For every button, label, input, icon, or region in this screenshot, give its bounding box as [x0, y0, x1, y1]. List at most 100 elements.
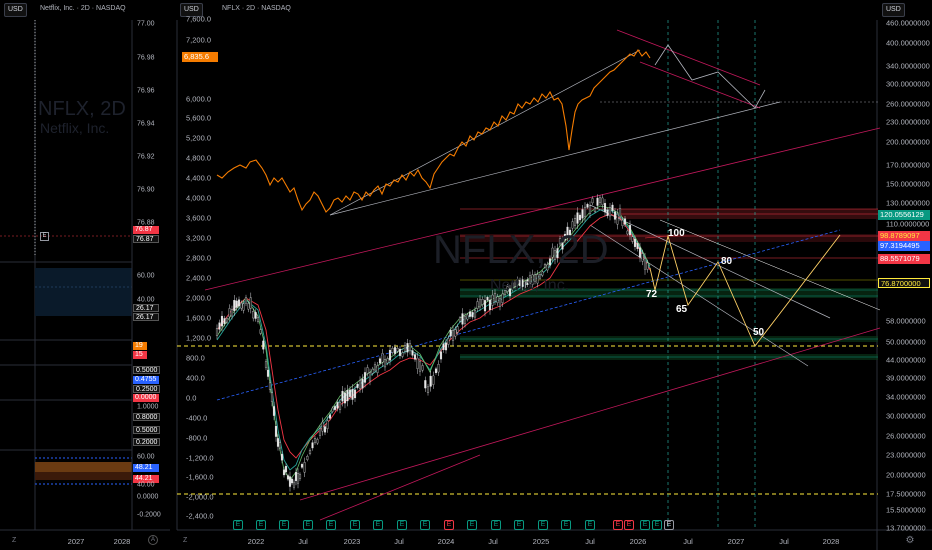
left-panel-canvas [0, 20, 170, 531]
candle-body [403, 345, 407, 352]
candle-body [439, 351, 443, 360]
left-auto-scale-button[interactable]: A [148, 535, 158, 545]
candle-body [401, 352, 404, 357]
earnings-marker[interactable]: E [256, 520, 266, 530]
main-watermark-name: Netflix, Inc. [490, 277, 570, 294]
earnings-marker[interactable]: E [420, 520, 430, 530]
candle-body [633, 239, 637, 247]
candle-body [296, 473, 300, 484]
currency-button-right[interactable]: USD [882, 3, 905, 17]
left-panel-title: Netflix, Inc. · 2D · NASDAQ [40, 5, 126, 12]
osc3-value: 0.2500 [133, 385, 161, 393]
candle-body [432, 375, 435, 385]
candle-body [598, 197, 602, 203]
main-left-axis-tick: 4,000.0 [186, 193, 212, 203]
x-axis-label: Jul [298, 537, 308, 546]
candle-body [316, 439, 319, 444]
candle-body [381, 353, 384, 363]
main-left-axis-tick: 3,600.0 [186, 213, 212, 223]
earnings-marker[interactable]: E [303, 520, 313, 530]
main-left-axis-tick: 7,200.0 [186, 35, 212, 45]
earnings-marker[interactable]: E [561, 520, 571, 530]
earnings-marker[interactable]: E [613, 520, 623, 530]
earnings-marker[interactable]: E [397, 520, 407, 530]
earnings-marker[interactable]: E [467, 520, 477, 530]
candle-body [586, 204, 589, 208]
main-left-axis-tick: 2,800.0 [186, 253, 212, 263]
candle-body [636, 243, 639, 249]
candle-body [516, 279, 519, 286]
main-left-axis-tick: -800.0 [186, 433, 208, 443]
earnings-marker-left[interactable]: E [40, 232, 49, 241]
candle-body [368, 372, 372, 382]
candle-body [298, 474, 302, 479]
earnings-marker[interactable]: E [373, 520, 383, 530]
current-overlay-price: 6,835.6 [182, 52, 218, 62]
candle-body [601, 197, 604, 206]
x-axis-label: Jul [488, 537, 498, 546]
candle-body [233, 300, 236, 311]
earnings-marker[interactable]: E [233, 520, 243, 530]
main-left-axis-tick: 7,600.0 [186, 14, 212, 24]
main-z-button[interactable]: Z [183, 537, 188, 544]
main-left-axis-tick: -2,400.0 [186, 511, 214, 521]
candle-body [491, 294, 494, 306]
candle-body [286, 475, 290, 480]
candle-body [458, 317, 462, 322]
earnings-marker[interactable]: E [491, 520, 501, 530]
earnings-marker[interactable]: E [279, 520, 289, 530]
candle-body [413, 354, 417, 360]
earnings-marker[interactable]: E [350, 520, 360, 530]
osc5-value: 48.21 [133, 464, 159, 472]
settings-gear-icon[interactable]: ⚙ [905, 535, 915, 546]
candle-body [626, 230, 629, 235]
earnings-marker-upcoming[interactable]: E [664, 520, 674, 530]
candle-body [573, 218, 577, 226]
osc1-value: 26.17 [133, 304, 159, 312]
osc3-value: 0.4755 [133, 376, 159, 384]
candle-body [628, 225, 632, 236]
price-badge: 120.0556129 [878, 210, 930, 220]
candle-body [437, 364, 440, 373]
candle-body [237, 299, 241, 307]
candle-body [581, 209, 584, 219]
main-left-axis-tick: 2,000.0 [186, 293, 212, 303]
candle-body [563, 233, 567, 241]
osc5-tick: 40.00 [137, 481, 155, 489]
candle-body [643, 258, 647, 270]
wave-label-72: 72 [646, 289, 658, 300]
candle-body [508, 288, 512, 297]
main-left-axis-tick: 4,400.0 [186, 173, 212, 183]
earnings-marker[interactable]: E [624, 520, 634, 530]
candle-body [503, 290, 507, 295]
right-axis-tick: 34.0000000 [886, 392, 926, 402]
left-panel[interactable]: NFLX, 2D Netflix, Inc. 77.00 76.98 76.96… [0, 0, 170, 550]
price-badge: 88.5571079 [878, 254, 930, 264]
candle-body [408, 343, 412, 352]
earnings-marker[interactable]: E [514, 520, 524, 530]
main-chart[interactable]: NFLX, 2D Netflix, Inc. [175, 0, 932, 550]
currency-button-left[interactable]: USD [4, 3, 27, 17]
osc4-tick-badge: 0.2000 [133, 438, 161, 446]
earnings-marker[interactable]: E [585, 520, 595, 530]
candle-body [451, 330, 455, 341]
candle-body [561, 240, 564, 250]
candle-body [262, 340, 265, 350]
earnings-marker[interactable]: E [326, 520, 336, 530]
earnings-marker[interactable]: E [444, 520, 454, 530]
left-z-button[interactable]: Z [12, 537, 17, 544]
currency-button-main[interactable]: USD [180, 3, 203, 17]
candle-body [338, 402, 342, 410]
left-x-label: 2027 [67, 537, 85, 546]
earnings-marker[interactable]: E [538, 520, 548, 530]
right-axis-tick: 58.0000000 [886, 316, 926, 326]
candle-body [306, 456, 309, 460]
earnings-marker[interactable]: E [652, 520, 662, 530]
earnings-marker[interactable]: E [640, 520, 650, 530]
candle-body [256, 317, 260, 322]
x-axis-label: 2025 [532, 537, 550, 546]
candle-body [270, 392, 274, 402]
candle-body [518, 280, 522, 287]
right-axis-tick: 230.0000000 [886, 117, 930, 127]
right-axis-tick: 260.0000000 [886, 99, 930, 109]
